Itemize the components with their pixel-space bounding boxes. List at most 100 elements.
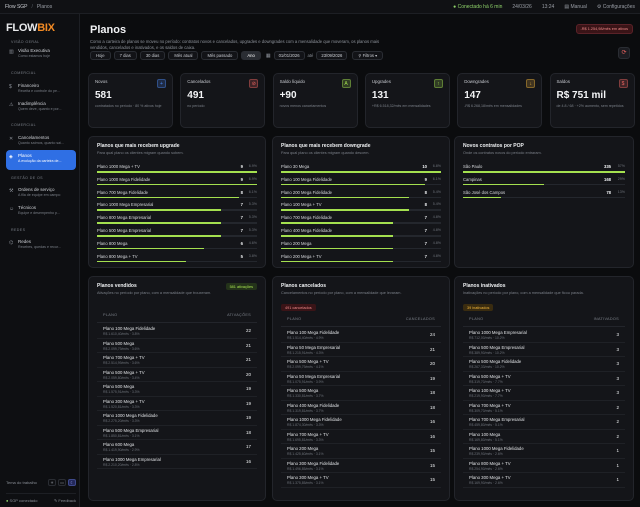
vendidos-title: Planos vendidos (97, 283, 137, 289)
network-icon: ⌬ (9, 240, 14, 246)
date-from-input[interactable]: 01/01/2026 (273, 51, 305, 60)
sidebar-item-cancelamentos[interactable]: ✕ Cancelamentos Quanto saímos, quanto sai.… (6, 132, 76, 152)
cancelados-table-row: Plano 1000 Mega Fidelidade R$ 1.874,30/mê… (281, 415, 441, 430)
upgrade-row-name: Plano 800 Mega (97, 240, 128, 246)
cancelados-card: Planos cancelados Cancelamentos no perío… (272, 276, 450, 501)
cancelados-table-row: Plano 400 Mega Fidelidade R$ 1.319,81/mês… (281, 401, 441, 415)
settings-link[interactable]: ⚙ Configurações (597, 4, 635, 10)
inativados-table-row: Plano 700 Mega Empresarial R$ 459,80/mês … (463, 415, 625, 430)
calendar-icon: ▦ (265, 52, 271, 59)
downgrade-bar-fill (281, 222, 393, 224)
kpi-subtext: no período (187, 104, 205, 108)
vendidos-row-value: 18 (245, 429, 251, 435)
sidebar-item-financeiro[interactable]: $ Financeiro Receita e controle do pe... (6, 80, 76, 100)
downgrade-row-percent: 4.8% (432, 228, 441, 232)
filter-button-2[interactable]: 30 dias (139, 51, 166, 60)
logo-text-b: BIX (37, 22, 55, 34)
upgrade-bar-track (97, 209, 257, 211)
theme-label: Tema do trabalho (6, 480, 37, 485)
vendidos-row-name: Plano 500 Mega + TV (103, 369, 145, 375)
cancelados-row-name: Plano 1000 Mega Fidelidade (287, 417, 342, 422)
downgrade-row-value: 10 (422, 164, 427, 169)
app-name[interactable]: Flow SGP (5, 3, 28, 10)
downgrade-row: Plano 200 Mega Fidelidade 8 5.4% (281, 190, 441, 202)
inativados-row-value: 2 (616, 433, 619, 439)
kpi-5-icon: $ (618, 79, 628, 88)
inativados-row-detail: R$ 169,90/mês · 2.6% (469, 481, 503, 485)
downgrade-row-percent: 6.8% (432, 164, 441, 168)
pop-bar-fill (463, 171, 625, 173)
manual-link[interactable]: ▤ Manual (564, 3, 587, 10)
feedback-button[interactable]: ✎ Feedback (53, 498, 76, 503)
upgrade-row-value: 5 (240, 253, 243, 259)
downgrade-row-value: 8 (424, 202, 427, 208)
vendidos-table-row: Plano 600 Mega R$ 1.419,90/mês · 2.9% 17 (97, 440, 257, 455)
cancelados-table-row: Plano 300 Mega + TV R$ 1.375,85/mês · 3.1… (281, 473, 441, 488)
sidebar-item-inadimpl-ncia[interactable]: ⚠ Inadimplência Quem deve, quanto e por... (6, 98, 76, 118)
cancelados-row-value: 21 (429, 346, 435, 352)
kpi-3-icon: ↑ (433, 79, 443, 88)
filter-button-5[interactable]: Ano (241, 51, 261, 60)
downgrade-row: Plano 200 Mega 7 4.8% (281, 241, 441, 253)
filter-button-4[interactable]: Mês passado (201, 51, 239, 60)
vendidos-header: PLANO ATIVAÇÕES (97, 313, 257, 323)
vendidos-card: Planos vendidos Ativações no período por… (88, 276, 266, 501)
sidebar-item-redes[interactable]: ⌬ Redes Recebes, quedas e recur... (6, 236, 76, 256)
upgrade-bar-fill (97, 247, 204, 250)
cancelados-header: PLANO CANCELADOS (281, 317, 441, 327)
refresh-button[interactable]: ⟳ (618, 47, 630, 59)
downgrade-row-value: 8 (424, 189, 427, 195)
inativados-table-row: Plano 800 Mega + TV R$ 254,90/mês · 2.6% 1 (463, 459, 625, 473)
downgrade-row: Plano 200 Mega + TV 7 4.8% (281, 254, 441, 266)
sidebar-item-planos[interactable]: ◈ Planos A evolução da carteira de... (6, 150, 76, 170)
vendidos-row-detail: R$ 1.575,91/mês · 3.3% (103, 390, 140, 394)
more-filters-button[interactable]: ⚲ Filtros ▾ (352, 51, 384, 60)
inativados-table-row: Plano 100 Mega R$ 169,80/mês · 5.1% 2 (463, 430, 625, 444)
inativados-row-name: Plano 300 Mega + TV (469, 475, 511, 480)
vendidos-row-detail: R$ 1.520,81/mês · 3.3% (103, 404, 140, 409)
alert-icon: ⚠ (9, 102, 14, 108)
inativados-row-value: 1 (616, 448, 619, 453)
date-to-input[interactable]: 23/09/2026 (316, 51, 348, 60)
cancelados-row-name: Plano 200 Mega (287, 446, 319, 451)
filter-button-0[interactable]: Hoje (90, 51, 111, 60)
sidebar-item-ordens-de-servi-o[interactable]: ⚒ Ordens de serviço A fila de equipe em ca… (6, 184, 76, 204)
upgrade-bar-fill (97, 235, 222, 237)
inativados-table-row: Plano 500 Mega + TV R$ 319,70/mês · 7.7% 3 (463, 372, 625, 386)
upgrade-title: Planos que mais recebem upgrade (97, 143, 180, 149)
downgrade-bar-track (281, 260, 441, 263)
monitor-icon[interactable]: ▭ (58, 479, 66, 486)
downgrade-row-percent: 5.4% (432, 189, 441, 194)
feedback-label: Feedback (58, 498, 76, 503)
cancelados-row-value: 15 (429, 462, 435, 468)
sidebar-item-sublabel: Equipe e desempenho p... (18, 211, 60, 215)
kpi-card-1: Cancelados 491 no período ⊘ (180, 73, 266, 128)
upgrade-row: Plano 1000 Mega Fidelidade 9 6.9% (97, 177, 257, 189)
kpi-label: Novos (95, 79, 108, 84)
sidebar-section-4: REDES (11, 228, 26, 232)
kpi-value: 491 (187, 90, 204, 101)
vendidos-col-value: ATIVAÇÕES (227, 313, 251, 317)
sun-icon[interactable]: ☀ (48, 479, 56, 486)
filter-button-3[interactable]: Mês atual (168, 51, 199, 60)
downgrade-row-percent: 6.1% (432, 176, 441, 181)
sidebar-footer: Tema do trabalho ☀ ▭ ☾ ● SGP conectado ✎… (6, 479, 76, 503)
date-separator: até (307, 53, 314, 58)
cancelados-pill: 491 cancelados (281, 304, 316, 311)
upgrade-bar-track (97, 235, 257, 237)
inativados-row-name: Plano 100 Mega + TV (469, 388, 511, 393)
downgrade-bar-track (281, 171, 441, 173)
moon-icon[interactable]: ☾ (68, 479, 76, 486)
sidebar-item-vis-o-executiva[interactable]: ▥ Visão Executiva Como estamos hoje (6, 45, 76, 65)
downgrade-bar-track (281, 183, 441, 186)
inativados-row-value: 1 (616, 462, 619, 468)
filter-button-1[interactable]: 7 dias (113, 51, 137, 60)
inativados-row-value: 2 (616, 419, 619, 424)
vendidos-subtitle: Ativações no período por plano, com a me… (97, 291, 212, 295)
alert-badge[interactable]: -R$ 1.254,98/mês em ativos (575, 24, 633, 34)
page-description: Como a carteira de planos se moveu no pe… (90, 39, 380, 50)
vendidos-row-detail: R$ 2.059,80/mês · 3.4% (103, 375, 140, 380)
sidebar-item-t-cnicos[interactable]: ☺ Técnicos Equipe e desempenho p... (6, 202, 76, 222)
cancelados-row-name: Plano 300 Mega + TV (287, 475, 329, 480)
upgrade-row: Plano 1000 Mega + TV 9 6.9% (97, 164, 257, 176)
